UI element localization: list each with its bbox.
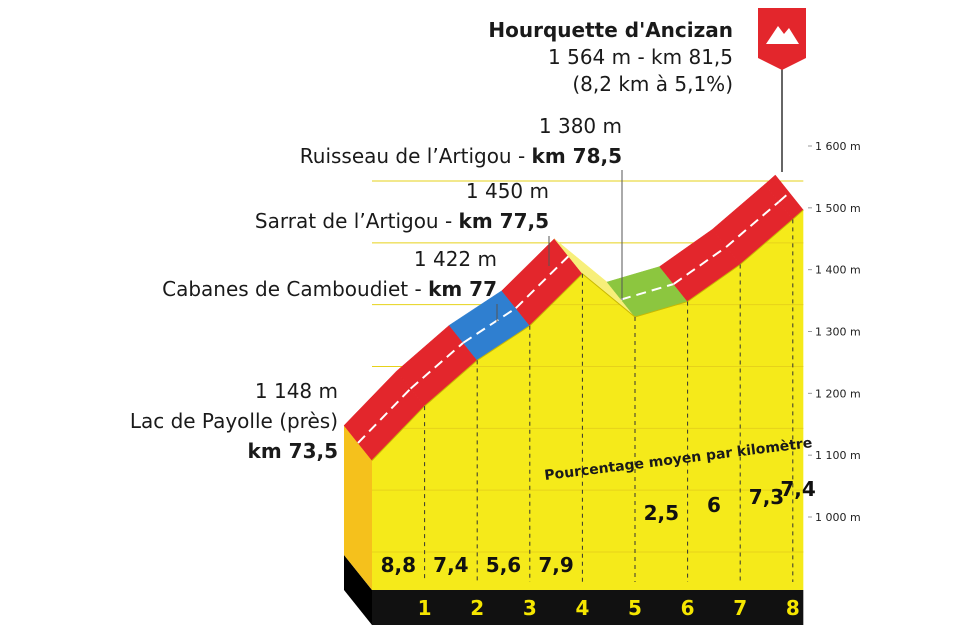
- km-label: 6: [681, 596, 695, 620]
- place-km: km 78,5: [532, 144, 622, 168]
- segment-dash: [725, 201, 780, 248]
- place-name: Ruisseau de l’Artigou -: [300, 144, 532, 168]
- gradient-label: 5,6: [486, 553, 521, 577]
- segment-dash: [778, 191, 790, 203]
- leaders: [496, 170, 623, 322]
- place-elevation: 1 450 m: [466, 179, 549, 203]
- y-tick-label: 1 400 m: [815, 264, 861, 277]
- gradient-label: 7,4: [433, 553, 468, 577]
- km-label: 7: [733, 596, 747, 620]
- place-km: km 77: [428, 277, 497, 301]
- place-name: Lac de Payolle (près): [130, 409, 338, 433]
- y-tick-label: 1 100 m: [815, 449, 861, 462]
- gradient-label: 7,9: [538, 553, 573, 577]
- gradient-label: 7,4: [780, 477, 815, 501]
- y-tick-label: 1 500 m: [815, 202, 861, 215]
- segment-dash: [409, 342, 464, 390]
- y-tick-label: 1 600 m: [815, 140, 861, 153]
- km-label: 4: [575, 596, 589, 620]
- place-elevation: 1 380 m: [539, 114, 622, 138]
- km-label: 8: [786, 596, 800, 620]
- summit-flag: [758, 8, 806, 172]
- y-tick-label: 1 300 m: [815, 326, 861, 339]
- base-front: [372, 590, 804, 625]
- place-km: km 73,5: [248, 439, 338, 463]
- place-label: Sarrat de l’Artigou - km 77,5: [255, 209, 549, 233]
- place-elevation: 1 148 m: [255, 379, 338, 403]
- segment-dash: [515, 255, 570, 309]
- ridge-line: [371, 209, 804, 461]
- place-name: Cabanes de Camboudiet -: [162, 277, 428, 301]
- place-name: Sarrat de l’Artigou -: [255, 209, 459, 233]
- gradient-label: 2,5: [644, 501, 679, 525]
- km-label: 2: [470, 596, 484, 620]
- segment-dash: [673, 246, 727, 285]
- climb-title: Hourquette d'Ancizan: [488, 18, 733, 42]
- segment-dash: [462, 307, 517, 344]
- gradient-label: 6: [707, 493, 721, 517]
- gradient-label: 7,3: [749, 485, 784, 509]
- climb-subtitle: 1 564 m - km 81,5: [548, 45, 733, 69]
- climb-subtitle: (8,2 km à 5,1%): [572, 72, 733, 96]
- place-label: Cabanes de Camboudiet - km 77: [162, 277, 497, 301]
- y-tick-label: 1 000 m: [815, 511, 861, 524]
- segment-dash: [620, 283, 674, 301]
- profile-side: [344, 425, 372, 590]
- place-label: Ruisseau de l’Artigou - km 78,5: [300, 144, 622, 168]
- place-km: km 77,5: [459, 209, 549, 233]
- km-label: 3: [523, 596, 537, 620]
- km-label: 5: [628, 596, 642, 620]
- gradient-label: 8,8: [381, 553, 416, 577]
- km-label: 1: [418, 596, 432, 620]
- place-elevation: 1 422 m: [414, 247, 497, 271]
- base-side: [344, 555, 372, 625]
- y-tick-label: 1 200 m: [815, 387, 861, 400]
- segment-dash: [357, 387, 412, 444]
